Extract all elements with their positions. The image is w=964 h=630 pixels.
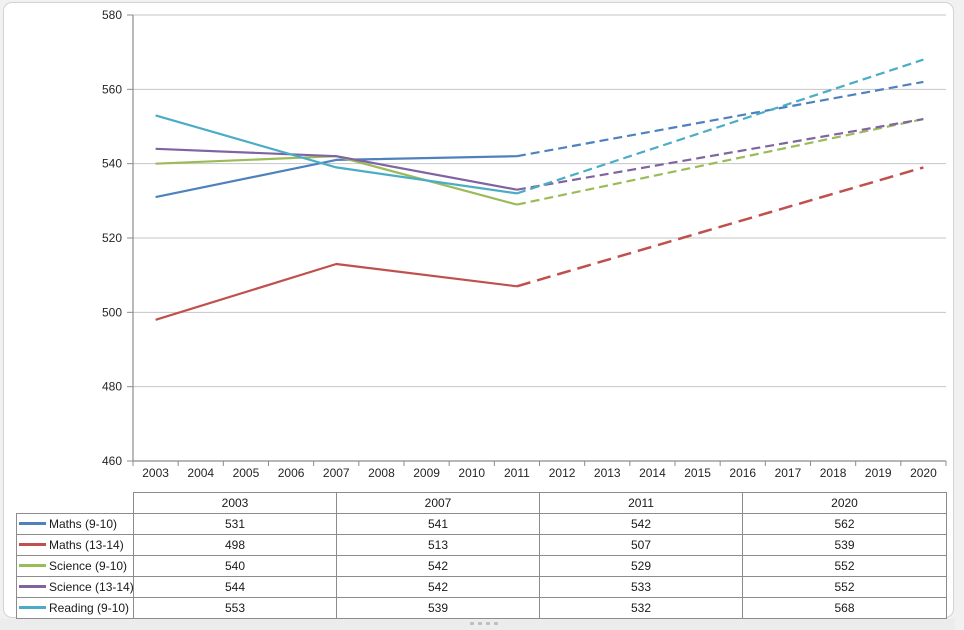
legend-cell: Reading (9-10) bbox=[16, 597, 134, 619]
legend-cell: Science (9-10) bbox=[16, 555, 134, 577]
series-label: Science (9-10) bbox=[49, 559, 128, 573]
table-row: Reading (9-10) 553 539 532 568 bbox=[16, 597, 947, 619]
series-label: Maths (13-14) bbox=[49, 538, 124, 552]
value-cell: 552 bbox=[742, 576, 947, 598]
x-axis-label: 2011 bbox=[504, 466, 530, 480]
value-cell: 533 bbox=[539, 576, 743, 598]
series-label: Reading (9-10) bbox=[49, 601, 130, 615]
legend-swatch bbox=[19, 542, 46, 546]
legend-swatch bbox=[19, 521, 46, 525]
x-axis-label: 2005 bbox=[233, 466, 260, 480]
series-line-dashed-maths-9-10- bbox=[516, 80, 924, 158]
value-cell: 562 bbox=[742, 513, 947, 535]
x-axis-label: 2004 bbox=[187, 466, 214, 480]
x-axis-label: 2016 bbox=[729, 466, 756, 480]
value-cell: 542 bbox=[336, 576, 540, 598]
legend-cell: Maths (9-10) bbox=[16, 513, 134, 535]
x-axis-label: 2018 bbox=[820, 466, 847, 480]
x-axis-label: 2019 bbox=[865, 466, 892, 480]
x-axis-label: 2003 bbox=[142, 466, 169, 480]
value-cell: 544 bbox=[133, 576, 337, 598]
y-axis-label: 520 bbox=[102, 231, 122, 245]
x-axis-label: 2020 bbox=[910, 466, 937, 480]
data-table[interactable]: 2003 2007 2011 2020 Maths (9-10) 531 541 542 562… bbox=[16, 492, 947, 619]
value-cell: 552 bbox=[742, 555, 947, 577]
y-axis-label: 460 bbox=[102, 454, 122, 468]
value-cell: 529 bbox=[539, 555, 743, 577]
y-axis-label: 540 bbox=[102, 157, 122, 171]
worksheet-margin-right bbox=[955, 0, 964, 630]
legend-cell: Maths (13-14) bbox=[16, 534, 134, 556]
table-year-header: 2011 bbox=[539, 492, 743, 514]
value-cell: 542 bbox=[336, 555, 540, 577]
table-year-header: 2003 bbox=[133, 492, 337, 514]
series-line-solid-reading-9-10- bbox=[155, 114, 518, 195]
worksheet-margin-left bbox=[0, 0, 3, 630]
x-axis-label: 2010 bbox=[458, 466, 485, 480]
legend-swatch bbox=[19, 563, 46, 567]
value-cell: 540 bbox=[133, 555, 337, 577]
series-line-solid-maths-9-10- bbox=[155, 155, 517, 199]
table-row: Maths (9-10) 531 541 542 562 bbox=[16, 513, 947, 535]
y-axis-label: 480 bbox=[102, 380, 122, 394]
x-axis-label: 2006 bbox=[278, 466, 305, 480]
series-line-dashed-maths-13-14- bbox=[516, 166, 924, 288]
series-line-dashed-science-13-14- bbox=[516, 118, 924, 191]
value-cell: 539 bbox=[742, 534, 947, 556]
x-axis-label: 2014 bbox=[639, 466, 666, 480]
table-corner-cell bbox=[17, 493, 134, 514]
value-cell: 541 bbox=[336, 513, 540, 535]
value-cell: 532 bbox=[539, 597, 743, 619]
table-year-header: 2020 bbox=[742, 492, 947, 514]
series-line-solid-maths-13-14- bbox=[155, 262, 518, 321]
legend-swatch bbox=[19, 605, 46, 609]
series-label: Maths (9-10) bbox=[49, 517, 118, 531]
value-cell: 542 bbox=[539, 513, 743, 535]
table-row: Maths (13-14) 498 513 507 539 bbox=[16, 534, 947, 556]
value-cell: 553 bbox=[133, 597, 337, 619]
x-axis-label: 2009 bbox=[413, 466, 440, 480]
table-row: Science (13-14) 544 542 533 552 bbox=[16, 576, 947, 598]
x-axis-label: 2013 bbox=[594, 466, 621, 480]
table-header-row: 2003 2007 2011 2020 bbox=[17, 492, 947, 514]
legend-cell: Science (13-14) bbox=[16, 576, 134, 598]
value-cell: 507 bbox=[539, 534, 743, 556]
series-line-solid-science-13-14- bbox=[155, 147, 518, 191]
y-axis-label: 560 bbox=[102, 82, 122, 96]
y-axis-label: 500 bbox=[102, 305, 122, 319]
value-cell: 513 bbox=[336, 534, 540, 556]
x-axis-label: 2007 bbox=[323, 466, 350, 480]
table-year-header: 2007 bbox=[336, 492, 540, 514]
y-axis-label: 580 bbox=[102, 8, 122, 22]
chart-resize-handle[interactable] bbox=[470, 621, 506, 625]
x-axis-label: 2015 bbox=[684, 466, 711, 480]
series-line-dashed-reading-9-10- bbox=[516, 58, 924, 195]
series-line-dashed-science-9-10- bbox=[516, 118, 924, 206]
legend-swatch bbox=[19, 584, 46, 588]
series-label: Science (13-14) bbox=[49, 580, 134, 594]
x-axis-label: 2012 bbox=[549, 466, 576, 480]
value-cell: 568 bbox=[742, 597, 947, 619]
worksheet-strip-bottom bbox=[0, 619, 964, 630]
table-row: Science (9-10) 540 542 529 552 bbox=[16, 555, 947, 577]
x-axis-label: 2008 bbox=[368, 466, 395, 480]
value-cell: 498 bbox=[133, 534, 337, 556]
value-cell: 539 bbox=[336, 597, 540, 619]
value-cell: 531 bbox=[133, 513, 337, 535]
x-axis-label: 2017 bbox=[775, 466, 802, 480]
